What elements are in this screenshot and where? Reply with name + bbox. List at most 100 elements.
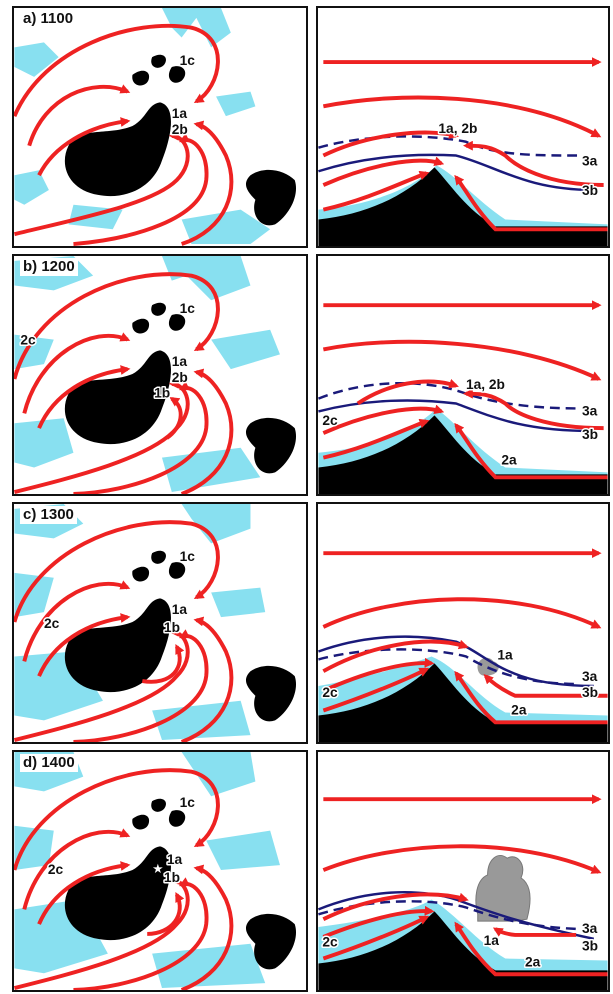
- map-label-1c: 1c: [180, 795, 196, 810]
- section-label-3b: 3b: [582, 427, 598, 442]
- section-label-top: 1a, 2b: [466, 377, 505, 392]
- map-label-1b: 1b: [164, 620, 180, 635]
- map-label-1b: 1b: [164, 870, 180, 885]
- isentrope-3b: [318, 399, 594, 433]
- map-label-2b: 2b: [172, 122, 188, 137]
- cloud-region: [14, 334, 54, 370]
- island-terrain: [151, 798, 166, 812]
- island-terrain: [245, 169, 297, 226]
- island-terrain: [245, 665, 297, 722]
- island-terrain: [64, 102, 171, 197]
- island-terrain: [64, 598, 171, 693]
- panel-title: c) 1300: [20, 506, 77, 524]
- flow-arrows: [14, 272, 234, 494]
- isentrope-3b: [318, 153, 594, 192]
- isentrope-3b: [318, 635, 594, 688]
- cloud-region: [161, 447, 261, 493]
- map-label-2b: 2b: [172, 370, 188, 385]
- cloud-region: [206, 830, 280, 871]
- panel-title: a) 1100: [20, 10, 77, 28]
- cloud-region: [14, 825, 54, 871]
- map-svg: 1c 1a 2b: [14, 8, 297, 246]
- cloud-region: [14, 170, 49, 205]
- section-label-2a: 2a: [501, 452, 517, 467]
- cloud-region: [181, 504, 251, 544]
- flow-arrows: [14, 768, 234, 990]
- section-svg: 1a, 2b 3a 3b: [318, 57, 608, 246]
- section-svg: 1a 3a 3b 2c 2a: [318, 794, 608, 990]
- map-label-2c: 2c: [44, 616, 60, 631]
- flow-arrows: [322, 57, 608, 232]
- map-svg: 1c 2c 1a 2b 1b: [14, 256, 297, 494]
- island-terrain: [151, 54, 166, 68]
- panel-b-map: 1c 2c 1a 2b 1b b) 1200: [12, 254, 308, 496]
- terrain-profile: [318, 167, 608, 246]
- section-label-2c: 2c: [322, 685, 338, 700]
- island-terrain: [168, 66, 186, 83]
- island-terrain: [245, 417, 297, 474]
- panel-c-map: 1c 2c 1a 1b c) 1300: [12, 502, 308, 744]
- map-label-1c: 1c: [180, 53, 196, 68]
- island-terrain: [132, 318, 150, 334]
- island-terrain: [132, 70, 150, 86]
- section-label-3b: 3b: [582, 685, 598, 700]
- section-label-3b: 3b: [582, 183, 598, 198]
- island-terrain: [64, 350, 171, 445]
- section-label-1a: 1a: [484, 933, 500, 948]
- map-label-1c: 1c: [180, 301, 196, 316]
- panel-title: b) 1200: [20, 258, 78, 276]
- isentrope-3a: [318, 648, 580, 686]
- cloud-region: [161, 8, 231, 48]
- flow-arrows: [322, 300, 608, 480]
- section-label-2c: 2c: [322, 413, 338, 428]
- star-marker-icon: ★: [152, 862, 163, 877]
- cloud-region: [152, 700, 251, 741]
- island-terrain: [168, 314, 186, 331]
- map-svg: 1c 2c 1a 1b: [14, 504, 297, 742]
- section-label-3b: 3b: [582, 939, 598, 954]
- island-terrain: [132, 566, 150, 582]
- panel-d-map: ★ 1c 2c 1a 1b d) 1400: [12, 750, 308, 992]
- flow-arrows: [14, 23, 234, 246]
- section-label-3a: 3a: [582, 403, 598, 418]
- cloud-region: [161, 256, 251, 301]
- map-label-2c: 2c: [20, 333, 36, 348]
- island-terrain: [64, 846, 171, 941]
- flow-arrows: [14, 520, 234, 742]
- section-label-3a: 3a: [582, 669, 598, 684]
- island-terrain: [151, 302, 166, 316]
- section-label-2c: 2c: [322, 935, 338, 950]
- map-label-1a: 1a: [172, 602, 188, 617]
- section-label-3a: 3a: [582, 153, 598, 168]
- cloud-region: [216, 91, 256, 117]
- panel-a-map: 1c 1a 2b a) 1100: [12, 6, 308, 248]
- cloud-region: [14, 418, 74, 468]
- panel-c-section: 1a 3a 3b 2c 2a: [316, 502, 610, 744]
- cloud-region: [211, 329, 280, 370]
- section-label-2a: 2a: [511, 702, 527, 717]
- flow-arrows: [322, 794, 608, 977]
- island-terrain: [168, 562, 186, 579]
- cloud-region: [211, 587, 266, 618]
- isentrope-3b: [318, 890, 595, 941]
- map-label-1a: 1a: [167, 852, 183, 867]
- convective-cell: [475, 854, 531, 922]
- panel-d-section: 1a 3a 3b 2c 2a: [316, 750, 610, 992]
- map-svg: ★ 1c 2c 1a 1b: [14, 752, 297, 990]
- panel-title: d) 1400: [20, 754, 78, 772]
- isentrope-3a: [318, 135, 580, 157]
- section-label-top: 1a, 2b: [438, 121, 477, 136]
- section-label-2a: 2a: [525, 954, 541, 969]
- panel-b-section: 1a, 2b 3a 3b 2c 2a: [316, 254, 610, 496]
- cloud-region: [14, 42, 59, 77]
- section-svg: 1a, 2b 3a 3b 2c 2a: [318, 300, 608, 494]
- flow-arrows: [322, 548, 608, 725]
- panel-a-section: 1a, 2b 3a 3b: [316, 6, 610, 248]
- cloud-region: [181, 752, 256, 797]
- map-label-1b: 1b: [154, 386, 170, 401]
- section-label-3a: 3a: [582, 921, 598, 936]
- island-terrain: [151, 550, 166, 564]
- island-terrain: [132, 814, 150, 830]
- map-label-1a: 1a: [172, 106, 188, 121]
- section-svg: 1a 3a 3b 2c 2a: [318, 548, 608, 742]
